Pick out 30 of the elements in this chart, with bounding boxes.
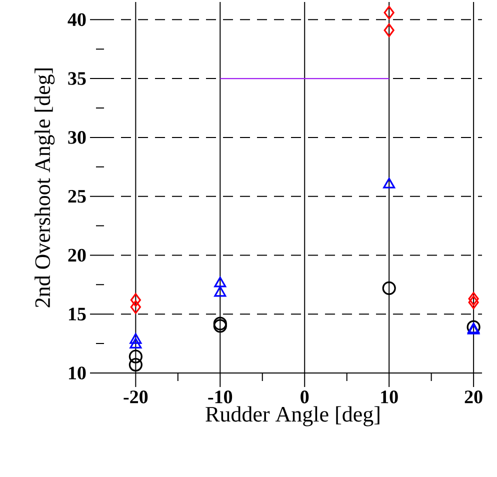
point [382, 281, 396, 295]
point [130, 338, 142, 349]
y-tick-label: 40 [68, 13, 86, 26]
x-tick-label: -20 [124, 390, 148, 404]
point [214, 276, 226, 288]
point [128, 358, 142, 372]
point [213, 319, 227, 333]
point [214, 286, 226, 297]
point [468, 292, 479, 306]
x-axis-title: Rudder Angle [deg] [206, 406, 380, 426]
point [128, 350, 142, 364]
x-tick-label: 10 [381, 390, 398, 404]
y-axis-title: 2nd Overshoot Angle [deg] [34, 68, 55, 308]
x-tick-label: 0 [300, 390, 309, 404]
y-tick-label: 10 [68, 366, 86, 380]
y-tick-label: 35 [68, 72, 86, 85]
point [384, 23, 394, 38]
point [468, 296, 479, 310]
y-tick-label: 30 [68, 131, 86, 144]
point [130, 333, 142, 344]
point [383, 178, 396, 188]
y-tick-label: 20 [68, 248, 86, 262]
y-tick-label: 15 [68, 308, 86, 320]
x-tick-label: 20 [464, 390, 482, 404]
y-tick-label: 25 [68, 190, 86, 203]
point [130, 293, 141, 307]
point [213, 316, 227, 330]
point [384, 6, 394, 20]
point [130, 300, 141, 314]
x-tick-label: -10 [208, 390, 232, 404]
